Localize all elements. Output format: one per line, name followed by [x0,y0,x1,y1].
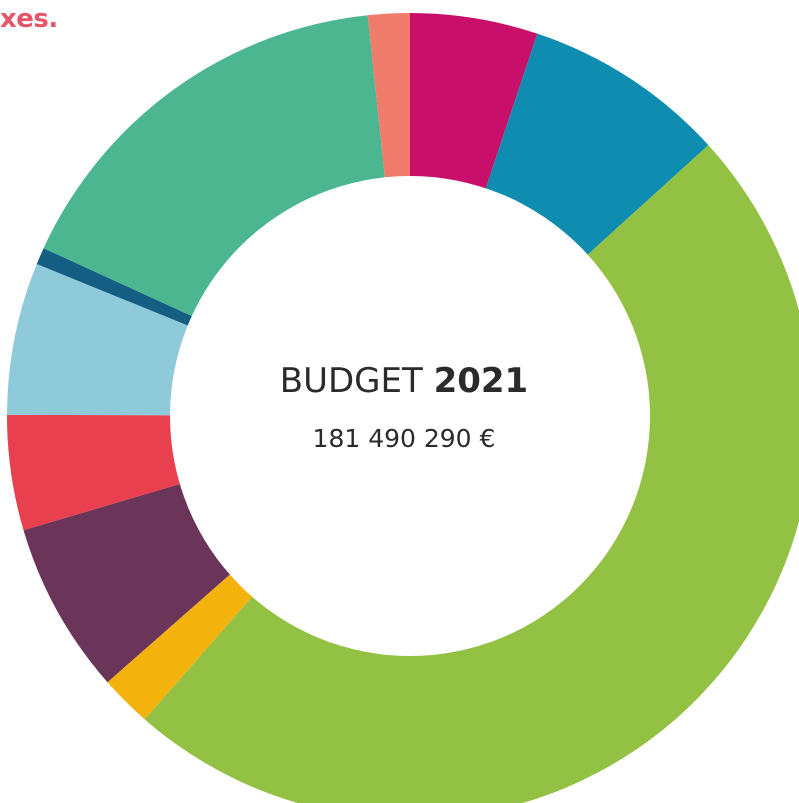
center-title-year: 2021 [434,361,529,401]
header-text-fragment: xes. [0,4,58,34]
donut-hole [170,176,650,656]
center-title: BUDGET 2021 [280,361,528,401]
center-title-prefix: BUDGET [280,361,423,401]
center-amount: 181 490 290 € [313,424,496,453]
